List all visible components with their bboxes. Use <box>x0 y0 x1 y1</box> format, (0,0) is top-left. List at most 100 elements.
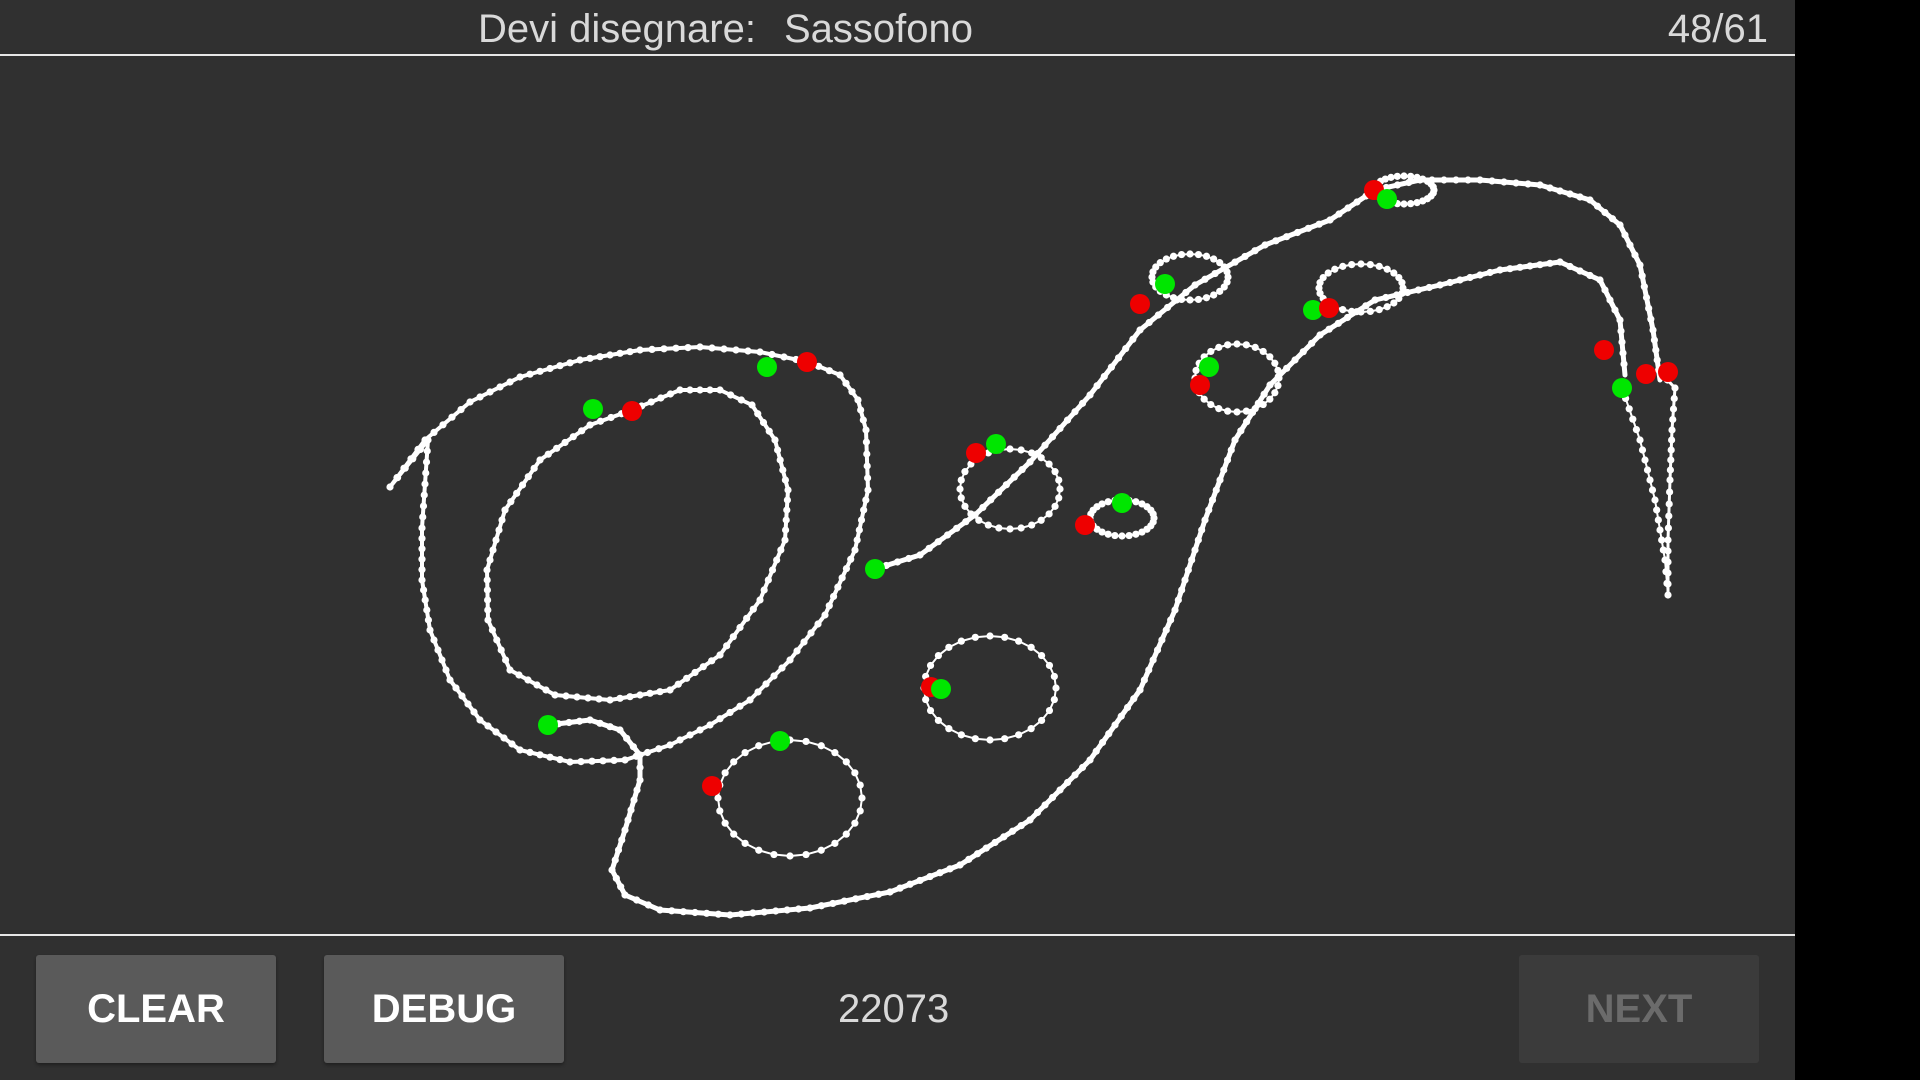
sketch-point <box>1056 424 1064 433</box>
clear-button[interactable]: CLEAR <box>36 955 276 1063</box>
sketch-point <box>975 516 983 524</box>
sketch-point <box>1182 288 1190 297</box>
sketch-point <box>1335 210 1343 218</box>
sketch-point <box>776 456 784 464</box>
sketch-point <box>493 636 501 644</box>
sketch-point <box>1524 180 1532 188</box>
sketch-point <box>1316 331 1324 339</box>
sketch-point <box>1272 237 1280 245</box>
sketch-point <box>934 716 942 725</box>
sketch-point <box>1231 258 1239 266</box>
sketch-point <box>1181 576 1189 584</box>
sketch-point <box>544 450 552 458</box>
sketch-point <box>418 566 426 574</box>
sketch-point <box>1205 506 1213 514</box>
sketch-point <box>546 753 554 761</box>
sketch-point <box>394 474 402 482</box>
sketch-point <box>1393 172 1401 180</box>
sketch-point <box>1056 786 1064 794</box>
stroke-start-marker <box>1199 357 1219 377</box>
sketch-point <box>800 638 808 646</box>
sketch-point <box>526 748 534 757</box>
sketch-point <box>1339 262 1347 270</box>
sketch-point <box>782 526 790 534</box>
sketch-point <box>825 602 833 610</box>
sketch-point <box>1001 735 1009 743</box>
drawing-prompt: Devi disegnare: Sassofono <box>478 4 973 54</box>
sketch-point <box>699 663 707 671</box>
sketch-point <box>430 636 438 644</box>
sketch-point <box>577 758 585 766</box>
sketch-point <box>1169 294 1178 302</box>
next-button[interactable]: NEXT <box>1519 955 1759 1063</box>
sketch-stroke <box>717 739 863 857</box>
sketch-point <box>982 844 990 852</box>
sketch-point <box>676 736 684 744</box>
sketch-point <box>1158 636 1166 644</box>
footer-bar: CLEAR DEBUG 22073 NEXT <box>0 934 1795 1080</box>
sketch-point <box>1154 311 1162 319</box>
sketch-point <box>489 546 497 554</box>
sketch-point <box>1274 366 1282 375</box>
sketch-point <box>1671 384 1679 392</box>
sketch-point <box>1201 275 1209 283</box>
sketch-point <box>418 534 426 543</box>
sketch-point <box>636 691 644 699</box>
sketch-point <box>1566 262 1574 271</box>
sketch-point <box>1348 307 1356 315</box>
sketch-point <box>857 406 865 414</box>
sketch-point <box>1092 747 1100 755</box>
sketch-point <box>1107 363 1116 371</box>
sketch-point <box>708 344 716 352</box>
sketch-point <box>1026 816 1034 824</box>
sketch-point <box>741 749 749 757</box>
sketch-point <box>853 536 861 544</box>
drawing-canvas[interactable] <box>0 58 1795 934</box>
sketch-point <box>1425 283 1433 292</box>
sketch-point <box>627 806 635 814</box>
sketch-point <box>672 344 680 352</box>
sketch-point <box>1215 405 1223 413</box>
sketch-point <box>1259 400 1267 409</box>
sketch-point <box>442 666 450 674</box>
sketch-point <box>1017 822 1025 830</box>
sketch-point <box>748 401 756 409</box>
sketch-point <box>1315 284 1323 292</box>
sketch-svg[interactable] <box>0 58 1795 934</box>
sketch-point <box>783 506 791 514</box>
sketch-point <box>1343 313 1352 322</box>
sketch-point <box>771 436 779 444</box>
sketch-point <box>1506 265 1514 273</box>
sketch-point <box>1138 528 1146 536</box>
sketch-point <box>802 737 810 746</box>
sketch-point <box>916 551 924 559</box>
sketch-point <box>851 546 859 554</box>
sketch-point <box>755 846 763 854</box>
debug-button[interactable]: DEBUG <box>324 955 564 1063</box>
sketch-point <box>896 884 904 892</box>
sketch-point <box>1526 262 1534 270</box>
sketch-point <box>588 757 596 765</box>
sketch-stroke <box>1194 343 1280 413</box>
sketch-point <box>1664 580 1672 588</box>
sketch-point <box>1636 436 1644 444</box>
sketch-point <box>842 564 851 573</box>
sketch-point <box>623 734 631 742</box>
sketch-point <box>858 794 866 802</box>
sketch-point <box>679 908 687 916</box>
sketch-point <box>1656 526 1664 534</box>
sketch-point <box>1048 433 1057 441</box>
sketch-point <box>1669 415 1677 424</box>
sketch-point <box>1413 199 1421 207</box>
sketch-point <box>524 676 532 684</box>
sketch-point <box>817 742 825 750</box>
sketch-point <box>614 846 623 854</box>
sketch-point <box>1174 596 1182 604</box>
sketch-point <box>418 524 426 532</box>
stroke-start-marker <box>1377 189 1397 209</box>
sketch-point <box>1390 269 1398 277</box>
sketch-point <box>1629 415 1637 423</box>
sketch-point <box>1643 466 1652 474</box>
sketch-point <box>1038 716 1046 725</box>
sketch-point <box>772 907 780 915</box>
